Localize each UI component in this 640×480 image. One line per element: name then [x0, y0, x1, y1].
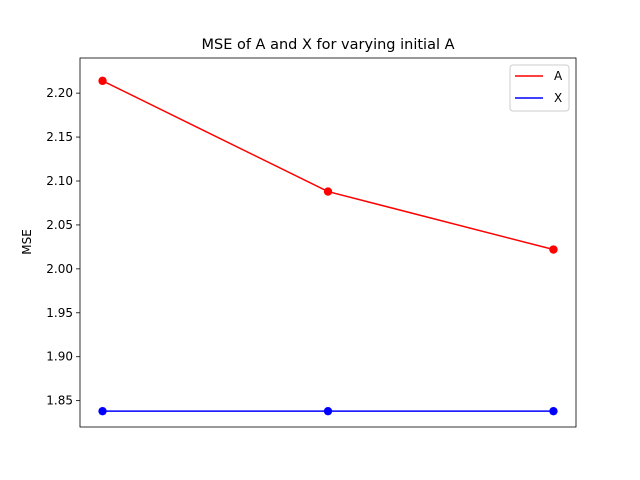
plot-area — [79, 57, 577, 428]
y-tick-label: 1.85 — [46, 394, 73, 408]
y-tick-label: 2.10 — [46, 174, 73, 188]
data-point-a — [323, 187, 333, 196]
legend: AX — [509, 64, 570, 112]
data-point-x — [98, 406, 107, 416]
y-axis: 1.85 1.90 1.95 2.00 2.05 2.10 2.15 2.20 — [46, 86, 80, 408]
data-point-a — [98, 76, 107, 86]
data-point-x — [549, 406, 558, 416]
y-tick-label: 1.95 — [46, 306, 73, 320]
legend-label-a: A — [554, 69, 563, 83]
data-point-a — [549, 245, 558, 254]
y-tick-label: 1.90 — [46, 350, 73, 364]
series-layer — [98, 76, 558, 416]
y-tick-label: 2.00 — [46, 262, 73, 276]
legend-label-x: X — [554, 91, 562, 105]
y-axis-label: MSE — [20, 229, 34, 255]
y-tick-label: 2.05 — [46, 218, 73, 232]
y-tick-label: 2.20 — [46, 86, 73, 100]
data-point-x — [323, 406, 333, 416]
y-tick-label: 2.15 — [46, 130, 73, 144]
chart-title: MSE of A and X for varying initial A — [201, 37, 454, 53]
